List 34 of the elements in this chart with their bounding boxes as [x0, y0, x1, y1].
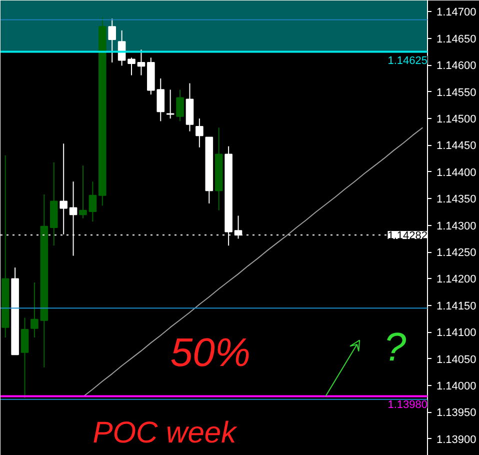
- ref-line-label: 1.13980: [388, 399, 428, 412]
- candlestick: [30, 282, 38, 338]
- y-tick-label: 1.14150: [436, 300, 476, 312]
- y-tick-label: 1.14450: [436, 140, 476, 152]
- candlestick: [166, 89, 174, 120]
- y-tick-label: 1.14200: [436, 274, 476, 286]
- candlestick: [60, 143, 68, 235]
- y-tick-label: 1.14650: [436, 33, 476, 46]
- candlestick: [20, 317, 29, 398]
- candlestick: [79, 165, 87, 219]
- y-tick-label: 1.14250: [436, 247, 476, 260]
- ref-line-label: 1.14282: [388, 230, 428, 242]
- y-tick-label: 1.13950: [436, 407, 476, 420]
- y-tick-label: 1.14500: [436, 114, 476, 126]
- y-tick-label: 1.14350: [436, 194, 476, 206]
- y-tick-label: 1.14600: [436, 60, 476, 72]
- y-tick-label: 1.14000: [436, 380, 476, 393]
- annotation: POC week: [92, 416, 238, 450]
- y-tick-label: 1.14700: [436, 6, 476, 19]
- y-tick-label: 1.14300: [436, 220, 476, 232]
- y-tick-label: 1.14400: [436, 166, 476, 179]
- candlestick: [128, 57, 136, 76]
- y-tick-label: 1.14050: [436, 354, 476, 366]
- candlestick: [196, 118, 204, 148]
- y-tick-label: 1.14550: [436, 86, 476, 99]
- y-tick-label: 1.14100: [436, 327, 476, 340]
- candlestick: [88, 181, 97, 222]
- annotation: ?: [384, 326, 407, 370]
- candlestick: [176, 89, 184, 122]
- candlestick: [108, 18, 116, 63]
- y-tick-label: 1.13900: [436, 434, 476, 446]
- annotation: 50%: [170, 330, 250, 375]
- ref-line-label: 1.14625: [388, 54, 428, 67]
- candlestick: [137, 49, 146, 76]
